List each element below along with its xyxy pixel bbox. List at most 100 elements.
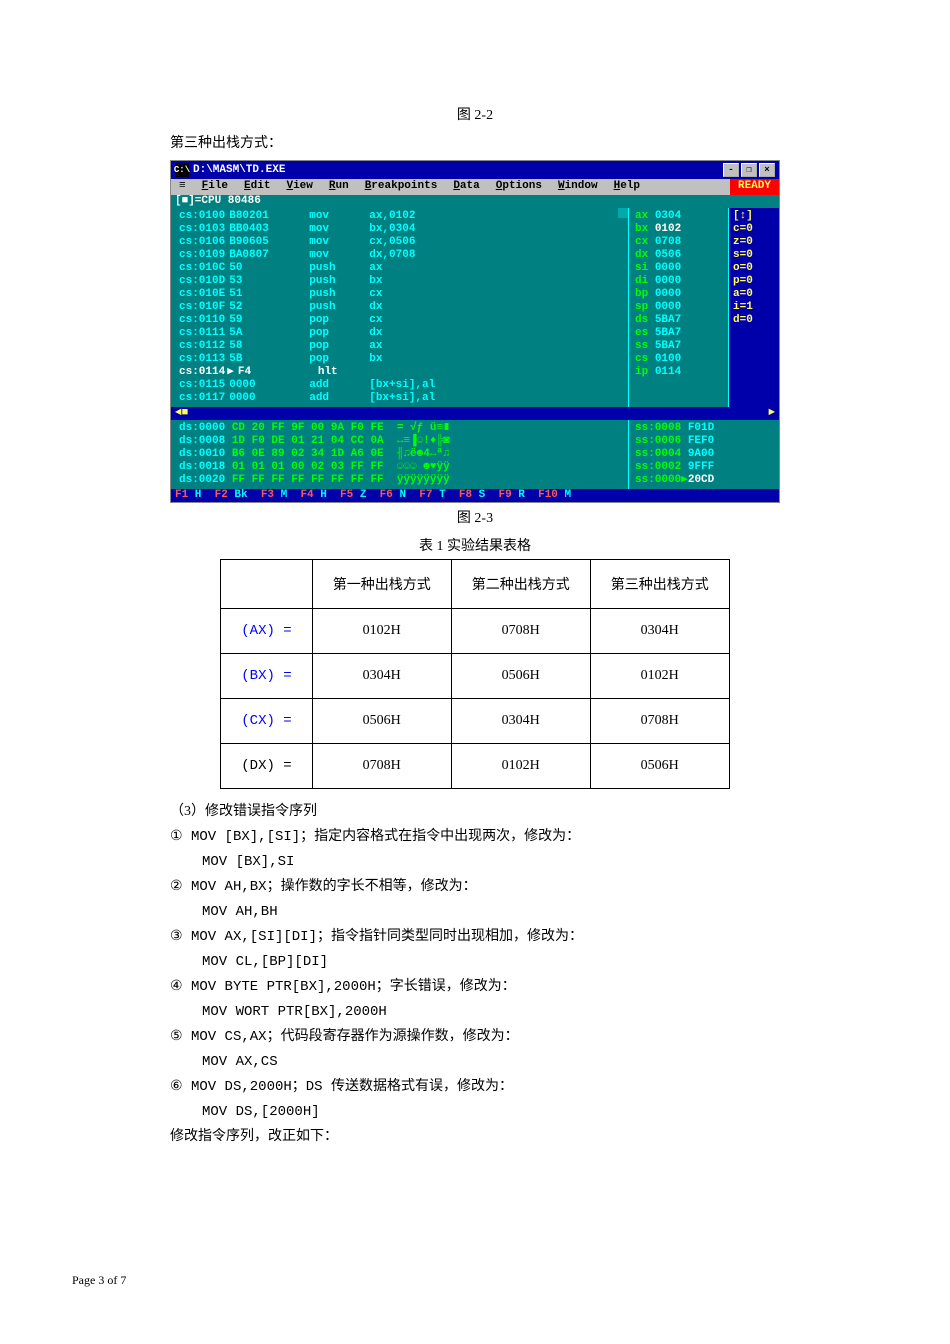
item-2-fix: MOV AH,BH — [170, 901, 780, 923]
item-6-fix: MOV DS,[2000H] — [170, 1101, 780, 1123]
flag-c[interactable]: c=0 — [733, 223, 775, 236]
menu-help[interactable]: Help — [606, 179, 648, 195]
scroll-left-icon[interactable]: ◄■ — [175, 407, 188, 420]
register-es[interactable]: es 5BA7 — [635, 327, 722, 340]
menu-sys[interactable]: ≡ — [171, 179, 194, 195]
code-row[interactable]: cs:0103BB0403 movbx,0304 — [179, 223, 620, 236]
scroll-thumb[interactable] — [618, 208, 628, 218]
code-row[interactable]: cs:0109BA0807 movdx,0708 — [179, 249, 620, 262]
item-5-fix: MOV AX,CS — [170, 1051, 780, 1073]
flag-p[interactable]: p=0 — [733, 275, 775, 288]
register-cs[interactable]: cs 0100 — [635, 353, 722, 366]
dump-row[interactable]: ds:0018 01 01 01 00 02 03 FF FF ☺☺☺ ☻♥ÿÿ — [179, 461, 620, 474]
stack-pane[interactable]: ss:0008 F01Dss:0006 FEF0ss:0004 9A00ss:0… — [629, 420, 779, 489]
code-row[interactable]: cs:010D53 pushbx — [179, 275, 620, 288]
register-cx[interactable]: cx 0708 — [635, 236, 722, 249]
function-keys-bar: F1 H F2 Bk F3 M F4 H F5 Z F6 N F7 T F8 S… — [171, 489, 779, 502]
console-icon: C:\ — [175, 163, 189, 177]
table-row: (DX) =0708H0102H0506H — [221, 744, 729, 789]
maximize-button[interactable]: ❐ — [741, 163, 757, 177]
dump-row[interactable]: ds:0000 CD 20 FF 9F 00 9A F0 FE = √ƒ ü≡∎ — [179, 422, 620, 435]
register-dx[interactable]: dx 0506 — [635, 249, 722, 262]
item-6: ⑥ MOV DS,2000H；DS 传送数据格式有误，修改为： — [170, 1076, 780, 1098]
flag-d[interactable]: d=0 — [733, 314, 775, 327]
value-cell: 0506H — [451, 654, 590, 699]
scroll-right-icon[interactable]: ► — [768, 407, 775, 420]
value-cell: 0304H — [451, 699, 590, 744]
value-cell: 0102H — [451, 744, 590, 789]
table-header: 第三种出栈方式 — [590, 560, 729, 609]
register-ip[interactable]: ip 0114 — [635, 366, 722, 379]
stack-row[interactable]: ss:0006 FEF0 — [635, 435, 773, 448]
menu-edit[interactable]: Edit — [236, 179, 278, 195]
code-row[interactable]: cs:0100B80201 movax,0102 — [179, 210, 620, 223]
stack-row[interactable]: ss:0002 9FFF — [635, 461, 773, 474]
table-header: 第一种出栈方式 — [312, 560, 451, 609]
flags-corner: [↕] — [733, 210, 775, 223]
stack-row[interactable]: ss:0004 9A00 — [635, 448, 773, 461]
code-pane[interactable]: cs:0100B80201 movax,0102cs:0103BB0403 mo… — [171, 208, 629, 407]
item-5: ⑤ MOV CS,AX；代码段寄存器作为源操作数，修改为： — [170, 1026, 780, 1048]
scrollbar-horizontal[interactable]: ◄■ ► — [171, 407, 779, 420]
item-2: ② MOV AH,BX；操作数的字长不相等，修改为： — [170, 876, 780, 898]
menu-run[interactable]: Run — [321, 179, 357, 195]
code-row[interactable]: cs:01170000 add[bx+si],al — [179, 392, 620, 405]
menu-window[interactable]: Window — [550, 179, 606, 195]
memory-dump-pane[interactable]: ds:0000 CD 20 FF 9F 00 9A F0 FE = √ƒ ü≡∎… — [171, 420, 629, 489]
table-row: (BX) =0304H0506H0102H — [221, 654, 729, 699]
menu-file[interactable]: FFileile — [194, 179, 236, 195]
code-row[interactable]: cs:011059 popcx — [179, 314, 620, 327]
code-row[interactable]: cs:011258 popax — [179, 340, 620, 353]
registers-pane[interactable]: ax 0304bx 0102cx 0708dx 0506si 0000di 00… — [629, 208, 729, 407]
dump-row[interactable]: ds:0008 1D F0 DE 01 21 04 CC 0A ↔≡▐☺!♦╠◙ — [179, 435, 620, 448]
reg-name-cell: (BX) = — [221, 654, 312, 699]
code-row[interactable]: cs:01150000 add[bx+si],al — [179, 379, 620, 392]
flag-i[interactable]: i=1 — [733, 301, 775, 314]
flags-pane[interactable]: [↕]c=0z=0s=0o=0p=0a=0i=1d=0 — [729, 208, 779, 407]
flag-a[interactable]: a=0 — [733, 288, 775, 301]
menu-data[interactable]: Data — [445, 179, 487, 195]
stack-row[interactable]: ss:0008 F01D — [635, 422, 773, 435]
flag-s[interactable]: s=0 — [733, 249, 775, 262]
register-ss[interactable]: ss 5BA7 — [635, 340, 722, 353]
section-title: 第三种出栈方式： — [170, 132, 780, 152]
reg-name-cell: (DX) = — [221, 744, 312, 789]
code-row[interactable]: cs:01115A popdx — [179, 327, 620, 340]
value-cell: 0102H — [590, 654, 729, 699]
minimize-button[interactable]: - — [723, 163, 739, 177]
register-si[interactable]: si 0000 — [635, 262, 722, 275]
register-ds[interactable]: ds 5BA7 — [635, 314, 722, 327]
dump-row[interactable]: ds:0010 B6 0E 89 02 34 1D A6 0E ╢♫ë☻4↔ª♫ — [179, 448, 620, 461]
value-cell: 0708H — [590, 699, 729, 744]
stack-row[interactable]: ss:0000▶20CD — [635, 474, 773, 487]
td-menubar: ≡ FFileile Edit View Run Breakpoints Dat… — [171, 179, 779, 195]
value-cell: 0506H — [312, 699, 451, 744]
register-sp[interactable]: sp 0000 — [635, 301, 722, 314]
menu-options[interactable]: Options — [488, 179, 550, 195]
code-row[interactable]: cs:010F52 pushdx — [179, 301, 620, 314]
register-bx[interactable]: bx 0102 — [635, 223, 722, 236]
scrollbar-vertical[interactable] — [618, 208, 628, 407]
register-bp[interactable]: bp 0000 — [635, 288, 722, 301]
menu-view[interactable]: View — [278, 179, 320, 195]
results-table: 第一种出栈方式第二种出栈方式第三种出栈方式 (AX) =0102H0708H03… — [220, 559, 729, 789]
item-3: ③ MOV AX,[SI][DI]；指令指针同类型同时出现相加，修改为： — [170, 926, 780, 948]
close-button[interactable]: × — [759, 163, 775, 177]
figure-2-2-label: 图 2-2 — [170, 104, 780, 124]
code-row[interactable]: cs:010E51 pushcx — [179, 288, 620, 301]
turbo-debugger-window: C:\ D:\MASM\TD.EXE - ❐ × ≡ FFileile Edit… — [170, 160, 780, 503]
flag-z[interactable]: z=0 — [733, 236, 775, 249]
value-cell: 0708H — [312, 744, 451, 789]
menu-breakpoints[interactable]: Breakpoints — [357, 179, 446, 195]
value-cell: 0506H — [590, 744, 729, 789]
flag-o[interactable]: o=0 — [733, 262, 775, 275]
code-row[interactable]: cs:0114F4 hlt — [179, 366, 620, 379]
code-row[interactable]: cs:0106B90605 movcx,0506 — [179, 236, 620, 249]
register-ax[interactable]: ax 0304 — [635, 210, 722, 223]
register-di[interactable]: di 0000 — [635, 275, 722, 288]
code-row[interactable]: cs:010C50 pushax — [179, 262, 620, 275]
item-4: ④ MOV BYTE PTR[BX],2000H；字长错误，修改为： — [170, 976, 780, 998]
reg-name-cell: (CX) = — [221, 699, 312, 744]
code-row[interactable]: cs:01135B popbx — [179, 353, 620, 366]
dump-row[interactable]: ds:0020 FF FF FF FF FF FF FF FF ÿÿÿÿÿÿÿÿ — [179, 474, 620, 487]
